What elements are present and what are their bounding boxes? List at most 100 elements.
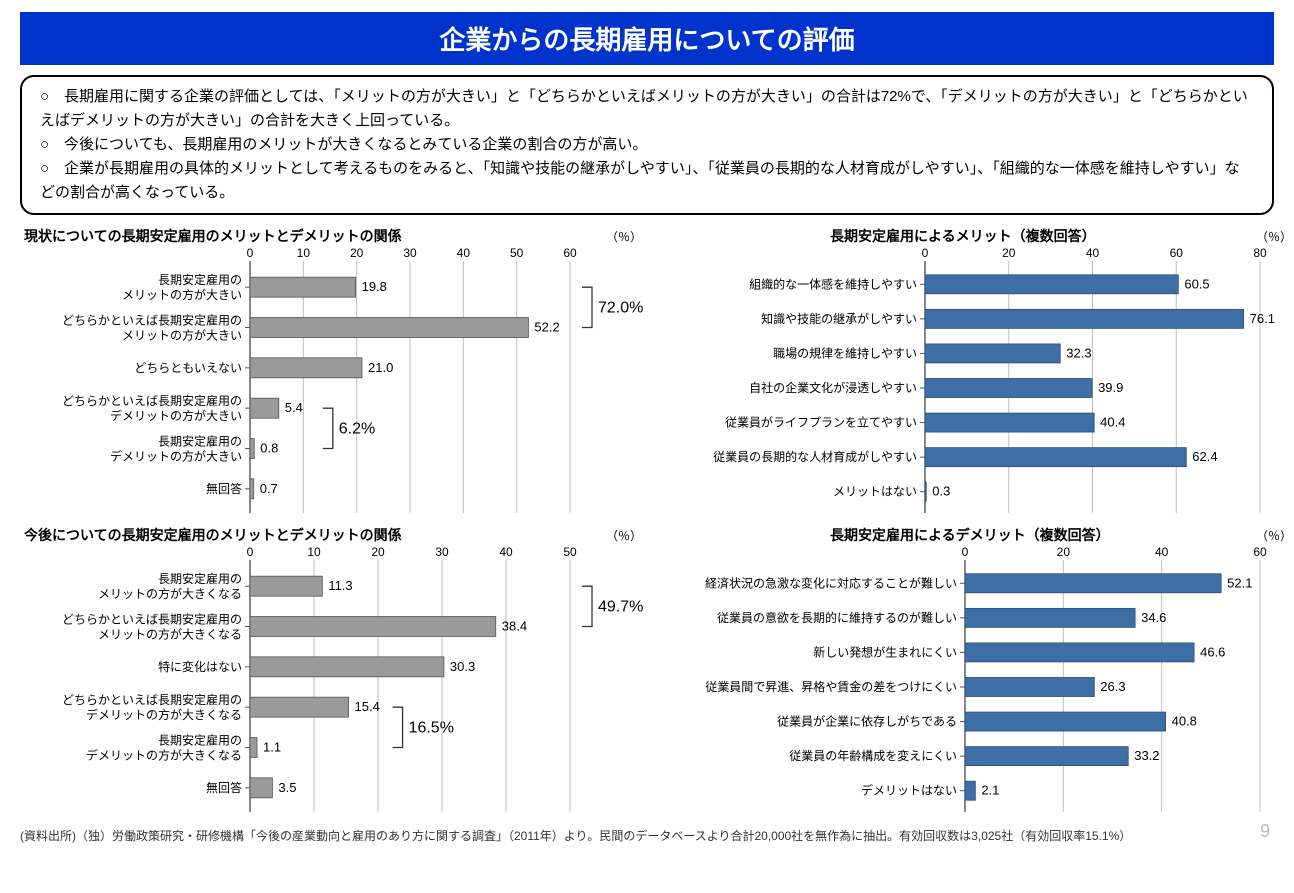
svg-text:40: 40 [1155, 545, 1169, 559]
svg-text:30.3: 30.3 [450, 659, 475, 674]
svg-text:30: 30 [435, 545, 449, 559]
svg-text:32.3: 32.3 [1066, 345, 1091, 360]
svg-text:15.4: 15.4 [355, 699, 380, 714]
svg-text:20: 20 [350, 246, 364, 260]
svg-text:（％）: （％） [606, 529, 642, 543]
svg-text:21.0: 21.0 [368, 360, 393, 375]
svg-text:長期安定雇用の: 長期安定雇用の [158, 571, 242, 586]
svg-text:40.8: 40.8 [1172, 714, 1197, 729]
svg-text:0: 0 [247, 545, 254, 559]
svg-text:知識や技能の継承がしやすい: 知識や技能の継承がしやすい [761, 311, 917, 326]
svg-text:16.5%: 16.5% [409, 719, 454, 736]
svg-text:60: 60 [1253, 545, 1267, 559]
svg-text:メリットはない: メリットはない [833, 485, 917, 499]
svg-text:11.3: 11.3 [328, 578, 352, 593]
svg-text:無回答: 無回答 [206, 780, 242, 795]
svg-text:5.4: 5.4 [285, 400, 303, 415]
svg-text:20: 20 [1002, 246, 1016, 260]
svg-text:従業員の年齢構成を変えにくい: 従業員の年齢構成を変えにくい [789, 748, 957, 763]
summary-line: ○ 企業が長期雇用の具体的メリットとして考えるものをみると、「知識や技能の継承が… [40, 157, 1254, 205]
svg-text:長期安定雇用によるデメリット（複数回答）: 長期安定雇用によるデメリット（複数回答） [830, 527, 1110, 543]
svg-text:72.0%: 72.0% [598, 299, 643, 316]
chart-current-merit-demerit: 現状についての長期安定雇用のメリットとデメリットの関係 （％） 0 10 20 30 40 5… [20, 227, 650, 520]
svg-text:特に変化はない: 特に変化はない [158, 659, 242, 674]
chart-demerits-multi: 長期安定雇用によるデメリット（複数回答）（％）0204060経済状況の急激な変化… [680, 526, 1294, 819]
svg-text:39.9: 39.9 [1098, 380, 1123, 395]
svg-text:76.1: 76.1 [1250, 311, 1275, 326]
svg-text:34.6: 34.6 [1141, 610, 1166, 625]
summary-box: ○ 長期雇用に関する企業の評価としては、「メリットの方が大きい」と「どちらかとい… [20, 75, 1274, 215]
summary-line: ○ 今後についても、長期雇用のメリットが大きくなるとみている企業の割合の方が高い… [40, 133, 1254, 157]
svg-text:デメリットの方が大きい: デメリットの方が大きい [110, 449, 242, 464]
svg-text:長期安定雇用によるメリット（複数回答）: 長期安定雇用によるメリット（複数回答） [830, 228, 1096, 244]
svg-text:（％）: （％） [606, 230, 642, 244]
svg-text:従業員の意欲を長期的に維持するのが難しい: 従業員の意欲を長期的に維持するのが難しい [717, 610, 957, 625]
svg-text:メリットの方が大きくなる: メリットの方が大きくなる [98, 586, 242, 601]
svg-text:どちらかといえば長期安定雇用の: どちらかといえば長期安定雇用の [62, 612, 242, 627]
svg-text:20: 20 [371, 545, 385, 559]
svg-text:60: 60 [563, 246, 577, 260]
svg-text:33.2: 33.2 [1134, 748, 1159, 763]
svg-text:0: 0 [922, 246, 929, 260]
svg-text:19.8: 19.8 [362, 279, 387, 294]
svg-text:40.4: 40.4 [1100, 415, 1125, 430]
svg-text:40: 40 [457, 246, 471, 260]
svg-text:2.1: 2.1 [981, 783, 999, 798]
svg-text:メリットの方が大きい: メリットの方が大きい [122, 287, 242, 302]
svg-text:46.6: 46.6 [1200, 644, 1225, 659]
svg-text:長期安定雇用の: 長期安定雇用の [158, 733, 242, 748]
svg-text:現状についての長期安定雇用のメリットとデメリットの関係: 現状についての長期安定雇用のメリットとデメリットの関係 [24, 228, 402, 244]
svg-text:どちらかといえば長期安定雇用の: どちらかといえば長期安定雇用の [62, 313, 242, 328]
svg-text:デメリットの方が大きい: デメリットの方が大きい [110, 408, 242, 423]
svg-text:デメリットの方が大きくなる: デメリットの方が大きくなる [86, 707, 242, 722]
svg-text:1.1: 1.1 [263, 740, 281, 755]
svg-text:無回答: 無回答 [206, 481, 242, 496]
svg-text:デメリットの方が大きくなる: デメリットの方が大きくなる [86, 748, 242, 763]
svg-text:職場の規律を維持しやすい: 職場の規律を維持しやすい [773, 345, 917, 360]
svg-text:6.2%: 6.2% [339, 420, 375, 437]
svg-text:10: 10 [297, 246, 311, 260]
svg-text:38.4: 38.4 [502, 619, 527, 634]
svg-text:新しい発想が生まれにくい: 新しい発想が生まれにくい [813, 644, 957, 659]
svg-text:40: 40 [1086, 246, 1100, 260]
svg-text:自社の企業文化が浸透しやすい: 自社の企業文化が浸透しやすい [749, 380, 917, 395]
page-title-banner: 企業からの長期雇用についての評価 [20, 12, 1274, 65]
svg-text:従業員が企業に依存しがちである: 従業員が企業に依存しがちである [777, 714, 957, 729]
svg-text:メリットの方が大きい: メリットの方が大きい [122, 328, 242, 343]
svg-text:組織的な一体感を維持しやすい: 組織的な一体感を維持しやすい [749, 276, 917, 291]
svg-text:0.8: 0.8 [260, 441, 278, 456]
svg-text:どちらかといえば長期安定雇用の: どちらかといえば長期安定雇用の [62, 393, 242, 408]
svg-text:60.5: 60.5 [1184, 276, 1209, 291]
svg-text:長期安定雇用の: 長期安定雇用の [158, 272, 242, 287]
summary-line: ○ 長期雇用に関する企業の評価としては、「メリットの方が大きい」と「どちらかとい… [40, 85, 1254, 133]
svg-text:従業員間で昇進、昇格や賃金の差をつけにくい: 従業員間で昇進、昇格や賃金の差をつけにくい [705, 679, 957, 694]
source-footnote: (資料出所)（独）労働政策研究・研修機構「今後の産業動向と雇用のあり方に関する調… [20, 827, 1274, 844]
chart-future-merit-demerit: 今後についての長期安定雇用のメリットとデメリットの関係 （％） 0 10 20 30 40 5… [20, 526, 650, 819]
svg-text:52.2: 52.2 [534, 320, 559, 335]
svg-text:0.3: 0.3 [932, 484, 950, 499]
svg-text:経済状況の急激な変化に対応することが難しい: 経済状況の急激な変化に対応することが難しい [705, 575, 957, 590]
svg-text:0.7: 0.7 [260, 481, 278, 496]
svg-text:49.7%: 49.7% [598, 598, 643, 615]
svg-text:50: 50 [563, 545, 577, 559]
svg-text:（％）: （％） [1256, 529, 1292, 543]
svg-text:0: 0 [962, 545, 969, 559]
chart-merits-multi: 長期安定雇用によるメリット（複数回答）（％）020406080組織的な一体感を維… [680, 227, 1294, 520]
svg-text:長期安定雇用の: 長期安定雇用の [158, 434, 242, 449]
svg-text:どちらともいえない: どちらともいえない [134, 361, 242, 375]
svg-text:52.1: 52.1 [1227, 575, 1252, 590]
svg-text:10: 10 [307, 545, 321, 559]
svg-text:60: 60 [1170, 246, 1184, 260]
svg-text:50: 50 [510, 246, 524, 260]
svg-text:メリットの方が大きくなる: メリットの方が大きくなる [98, 627, 242, 642]
svg-text:40: 40 [499, 545, 513, 559]
svg-text:従業員の長期的な人材育成がしやすい: 従業員の長期的な人材育成がしやすい [713, 449, 917, 464]
svg-text:30: 30 [403, 246, 417, 260]
svg-text:今後についての長期安定雇用のメリットとデメリットの関係: 今後についての長期安定雇用のメリットとデメリットの関係 [23, 527, 402, 543]
svg-text:どちらかといえば長期安定雇用の: どちらかといえば長期安定雇用の [62, 692, 242, 707]
svg-text:0: 0 [247, 246, 254, 260]
svg-text:26.3: 26.3 [1100, 679, 1125, 694]
svg-text:3.5: 3.5 [278, 780, 296, 795]
svg-text:従業員がライフプランを立てやすい: 従業員がライフプランを立てやすい [725, 415, 917, 430]
svg-text:デメリットはない: デメリットはない [861, 783, 957, 798]
